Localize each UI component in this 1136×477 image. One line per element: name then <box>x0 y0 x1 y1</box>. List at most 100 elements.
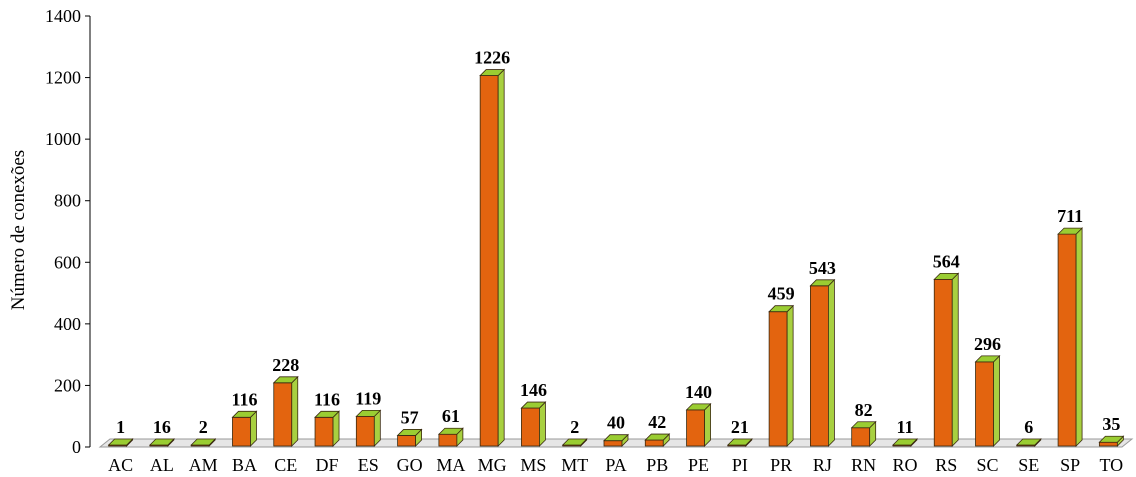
x-tick-label: ES <box>358 455 379 475</box>
x-tick-label: AC <box>108 455 133 475</box>
bar-top-face <box>107 438 134 446</box>
y-tick-label: 800 <box>54 191 81 211</box>
bar-top-face <box>396 429 423 436</box>
x-tick-label: MG <box>478 455 507 475</box>
x-tick-label: PB <box>646 455 668 475</box>
x-tick-label: RJ <box>813 455 832 475</box>
data-label: 82 <box>855 400 873 420</box>
data-label: 42 <box>648 412 666 432</box>
bar <box>1098 435 1125 447</box>
data-label: 16 <box>153 417 171 437</box>
x-tick-label: RS <box>935 455 957 475</box>
bar-front-face <box>438 433 458 447</box>
bar <box>520 401 547 447</box>
bar <box>396 428 423 447</box>
data-label: 2 <box>570 417 579 437</box>
data-label: 57 <box>401 407 419 427</box>
data-label: 2 <box>199 417 208 437</box>
bar-side-face <box>539 401 546 447</box>
bar <box>1057 227 1084 447</box>
bar-side-face <box>291 375 299 447</box>
bar-front-face <box>975 361 994 447</box>
bar <box>190 438 217 447</box>
x-tick-label: SC <box>977 455 999 475</box>
bar <box>1015 438 1042 447</box>
y-tick-label: 600 <box>54 252 81 272</box>
x-tick-label: PI <box>732 455 748 475</box>
data-label: 564 <box>933 251 960 271</box>
bar-front-face <box>355 415 375 447</box>
bar-top-face <box>437 427 464 435</box>
bar-top-face <box>891 438 918 446</box>
bar-side-face <box>828 278 835 447</box>
bar-top-face <box>809 279 836 287</box>
bar <box>437 427 464 447</box>
x-tick-label: SP <box>1060 455 1080 475</box>
bar-top-face <box>768 305 795 313</box>
bar <box>272 375 299 447</box>
data-label: 228 <box>272 355 299 375</box>
bar-top-face <box>479 69 506 76</box>
bar-front-face <box>644 439 664 447</box>
data-label: 40 <box>607 413 625 433</box>
data-label: 116 <box>314 389 340 409</box>
data-label: 543 <box>809 258 836 278</box>
bar-top-face <box>231 410 258 418</box>
bar-top-face <box>850 421 877 429</box>
bar-top-face <box>603 434 629 442</box>
x-tick-label: TO <box>1100 455 1124 475</box>
x-tick-label: MA <box>436 455 465 475</box>
y-axis: 0 200 400 600 800 1000 1200 1400 <box>45 6 91 457</box>
bar-top-face <box>148 438 175 446</box>
bar <box>974 354 1001 447</box>
x-tick-label: PE <box>688 455 709 475</box>
x-tick-label: AL <box>150 455 174 475</box>
bar <box>891 438 918 447</box>
x-tick-label: MS <box>520 455 546 475</box>
bar-top-face <box>272 376 299 384</box>
data-label: 35 <box>1102 414 1120 434</box>
x-tick-label: RO <box>892 455 917 475</box>
bar-front-face <box>851 427 871 447</box>
bar-side-face <box>1075 227 1083 447</box>
x-tick-label: PR <box>770 455 792 475</box>
bar-side-face <box>951 272 959 447</box>
bars <box>107 68 1125 447</box>
bar-front-face <box>479 75 499 447</box>
bar-front-face <box>1098 441 1118 447</box>
bar-front-face <box>521 407 540 447</box>
bar-top-face <box>933 272 960 280</box>
bar-top-face <box>1057 227 1084 235</box>
bar-front-face <box>397 435 417 447</box>
bar <box>768 304 795 447</box>
x-tick-label: MT <box>561 455 588 475</box>
bar-front-face <box>1057 233 1077 447</box>
bar-top-face <box>685 403 712 411</box>
y-tick-label: 1400 <box>45 6 81 26</box>
bar-side-face <box>786 304 794 447</box>
bar-front-face <box>273 382 293 447</box>
data-label: 146 <box>520 380 547 400</box>
bar <box>314 410 341 447</box>
data-label: 119 <box>355 388 381 408</box>
bar-top-face <box>190 438 217 446</box>
data-label: 21 <box>731 417 749 437</box>
bar <box>479 68 506 447</box>
bar-top-face <box>644 433 671 441</box>
bar-front-face <box>314 416 334 447</box>
bar <box>850 420 877 447</box>
y-tick-label: 1000 <box>45 129 81 149</box>
data-label: 116 <box>231 389 257 409</box>
bar <box>933 272 960 447</box>
bar-side-face <box>497 68 505 447</box>
x-tick-label: GO <box>397 455 423 475</box>
x-tick-label: BA <box>232 455 257 475</box>
bar <box>355 409 382 447</box>
bar-top-face <box>520 401 547 409</box>
bar <box>726 438 753 447</box>
bar <box>685 402 712 447</box>
bar-front-face <box>933 278 953 447</box>
bar <box>603 433 629 447</box>
data-label: 61 <box>442 406 460 426</box>
bar-top-face <box>1098 435 1125 443</box>
